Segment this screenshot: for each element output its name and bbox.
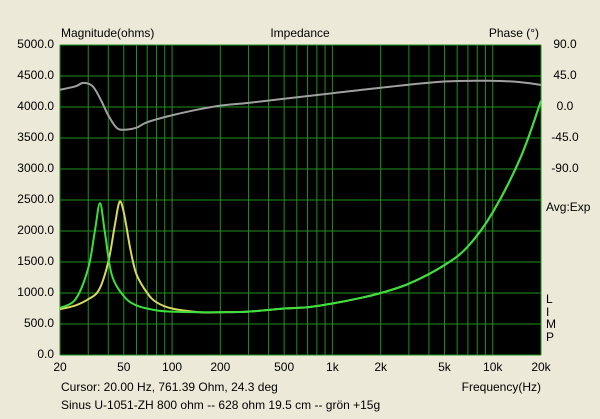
y-axis-label: Magnitude(ohms) [61, 26, 154, 40]
description: Sinus U-1051-ZH 800 ohm -- 628 ohm 19.5 … [61, 398, 380, 412]
y-tick-label: 500.0 [24, 316, 54, 330]
x-axis-label: Frequency(Hz) [462, 380, 541, 394]
limp-label: LIMP [546, 292, 556, 344]
x-tick-label: 5k [438, 360, 452, 374]
x-tick-label: 1k [326, 360, 340, 374]
cursor-readout: Cursor: 20.00 Hz, 761.39 Ohm, 24.3 deg [61, 380, 278, 394]
y2-tick-label: -90.0 [551, 161, 579, 175]
x-tick-label: 20k [531, 360, 551, 374]
y2-tick-label: 45.0 [553, 68, 577, 82]
x-tick-label: 500 [274, 360, 294, 374]
chart-title: Impedance [270, 26, 330, 40]
x-tick-label: 50 [117, 360, 131, 374]
line-series [59, 79, 542, 131]
x-tick-label: 200 [210, 360, 230, 374]
y-tick-label: 1500.0 [17, 254, 54, 268]
line-series [59, 100, 542, 314]
y-tick-label: 2000.0 [17, 223, 54, 237]
y-tick-label: 1000.0 [17, 285, 54, 299]
y2-tick-label: 0.0 [557, 99, 574, 113]
y-tick-label: 2500.0 [17, 192, 54, 206]
x-tick-label: 10k [483, 360, 503, 374]
y2-axis-label: Phase (°) [489, 26, 539, 40]
annotation: Avg:Exp [546, 200, 591, 214]
x-tick-label: 20 [53, 360, 67, 374]
y-tick-label: 5000.0 [17, 37, 54, 51]
y-tick-label: 3500.0 [17, 130, 54, 144]
y-tick-label: 4000.0 [17, 99, 54, 113]
y2-tick-label: -45.0 [551, 130, 579, 144]
x-tick-label: 2k [374, 360, 388, 374]
y-tick-label: 4500.0 [17, 68, 54, 82]
y2-tick-label: 90.0 [553, 37, 577, 51]
y-tick-label: 0.0 [37, 347, 54, 361]
y-tick-label: 3000.0 [17, 161, 54, 175]
x-tick-label: 100 [162, 360, 182, 374]
